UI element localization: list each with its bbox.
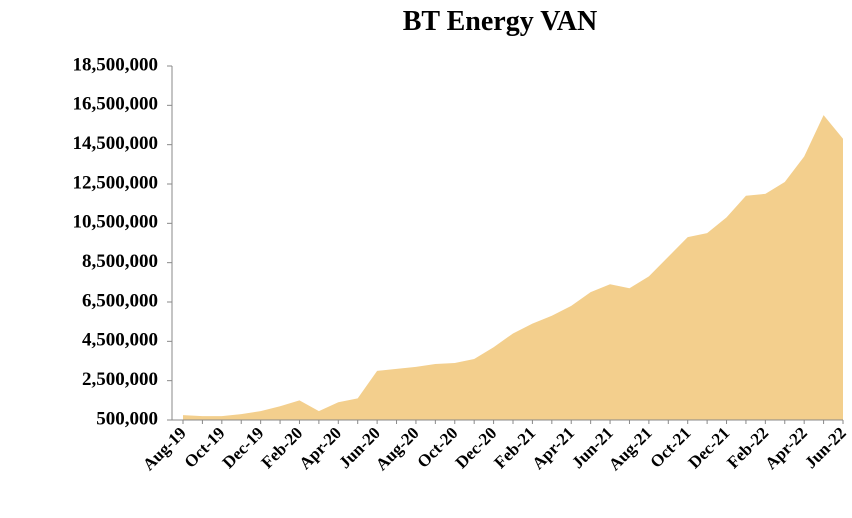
x-tick-label: Dec-19 <box>219 423 268 472</box>
y-tick-label: 12,500,000 <box>73 172 159 193</box>
y-tick-label: 8,500,000 <box>82 251 158 272</box>
y-tick-label: 10,500,000 <box>73 212 159 233</box>
y-tick-label: 18,500,000 <box>73 54 159 75</box>
x-tick-label: Aug-20 <box>372 423 423 474</box>
x-tick-label: Feb-22 <box>723 423 772 472</box>
x-tick-label: Oct-21 <box>646 423 694 471</box>
x-tick-label: Jun-22 <box>801 423 850 472</box>
x-tick-label: Oct-19 <box>181 423 229 471</box>
y-tick-label: 500,000 <box>96 408 158 429</box>
x-tick-label: Feb-20 <box>257 423 306 472</box>
x-tick-label: Apr-20 <box>295 423 345 473</box>
chart-title: BT Energy VAN <box>403 6 598 37</box>
x-tick-label: Aug-19 <box>139 423 190 474</box>
x-tick-label: Dec-21 <box>685 423 734 472</box>
area <box>183 115 843 421</box>
x-tick-label: Dec-20 <box>452 423 501 472</box>
x-tick-label: Apr-22 <box>761 423 811 473</box>
y-tick-label: 6,500,000 <box>82 290 158 311</box>
x-tick-label: Oct-20 <box>413 423 461 471</box>
x-tick-label: Feb-21 <box>490 423 539 472</box>
y-tick-label: 14,500,000 <box>73 133 159 154</box>
x-tick-label: Aug-21 <box>605 423 656 474</box>
x-tick-label: Apr-21 <box>528 423 578 473</box>
y-tick-label: 2,500,000 <box>82 369 158 390</box>
y-tick-label: 4,500,000 <box>82 330 158 351</box>
y-tick-label: 16,500,000 <box>73 94 159 115</box>
